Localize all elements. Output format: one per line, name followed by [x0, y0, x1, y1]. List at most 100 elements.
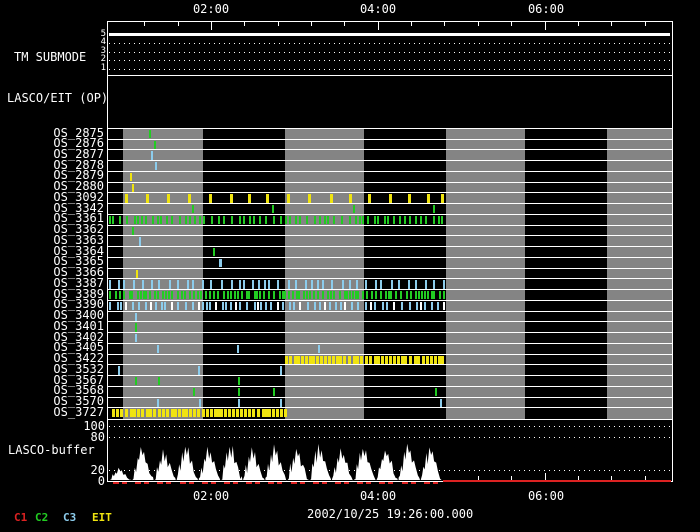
event-tick-yellow [397, 355, 401, 364]
red-activity-dash [179, 482, 186, 484]
contact-gray-band [607, 354, 672, 365]
event-tick-green [281, 291, 284, 300]
contact-gray-band [607, 408, 672, 419]
event-tick-green [149, 130, 151, 139]
event-tick-cyan [219, 258, 222, 268]
contact-gray-band [446, 268, 525, 279]
event-tick-cyan [328, 301, 331, 311]
event-tick-cyan [225, 301, 228, 311]
contact-gray-band [285, 236, 364, 247]
event-tick-green [126, 215, 129, 225]
event-tick-cyan [238, 301, 241, 311]
event-tick-green [253, 215, 256, 225]
event-tick-green [398, 215, 401, 225]
contact-gray-band [123, 129, 203, 139]
contact-gray-band [607, 236, 672, 247]
red-activity-dash [410, 482, 416, 484]
event-tick-green [193, 387, 195, 396]
buffer-burst [132, 447, 154, 481]
event-tick-green [354, 291, 357, 300]
event-tick-yellow [264, 409, 268, 418]
event-tick-green [178, 215, 181, 225]
axis-minor-tick [577, 22, 579, 26]
os-row-label: OS_3402 [53, 329, 104, 344]
red-activity-dash [423, 482, 430, 484]
event-tick-cyan [120, 301, 122, 311]
axis-minor-tick [477, 22, 479, 26]
event-tick-yellow [305, 355, 309, 364]
event-tick-green [294, 215, 297, 225]
event-tick-yellow [438, 355, 442, 364]
event-tick-green [285, 215, 288, 225]
event-tick-yellow [385, 355, 389, 364]
event-tick-green [425, 215, 428, 225]
buffer-axis-tick [544, 473, 546, 480]
event-tick-yellow [268, 409, 272, 418]
lasco-buffer-panel [107, 419, 673, 482]
contact-gray-band [446, 386, 525, 397]
event-tick-yellow [230, 194, 233, 203]
event-tick-green [352, 291, 355, 300]
event-tick-cyan [334, 301, 337, 311]
contact-gray-band [607, 139, 672, 150]
event-tick-yellow [339, 355, 343, 364]
event-tick-yellow [136, 409, 140, 418]
os-row-label: OS_3366 [53, 265, 104, 280]
os-row-label: OS_3400 [53, 308, 104, 323]
event-tick-green [144, 215, 147, 225]
os-row [108, 397, 672, 409]
event-tick-green [205, 291, 208, 300]
event-tick-yellow [205, 409, 209, 418]
event-tick-yellow [352, 355, 356, 364]
contact-gray-band [446, 333, 525, 343]
event-tick-cyan [263, 280, 266, 289]
red-activity-dash [312, 482, 319, 484]
buffer-burst [420, 447, 443, 481]
event-tick-green [123, 291, 126, 300]
buffer-gridline [109, 436, 670, 438]
event-tick-cyan [177, 280, 180, 289]
event-tick-yellow [130, 172, 132, 182]
event-tick-yellow [146, 194, 149, 203]
event-tick-yellow [252, 409, 256, 418]
axis-minor-tick [144, 22, 146, 26]
event-tick-cyan [380, 280, 383, 289]
event-tick-yellow [359, 355, 363, 364]
contact-gray-band [285, 408, 364, 419]
contact-gray-band [446, 322, 525, 333]
event-tick-yellow [188, 194, 191, 203]
red-activity-dash [144, 482, 150, 484]
os-row [108, 161, 672, 172]
red-activity-dash [113, 482, 119, 484]
contact-gray-band [446, 279, 525, 290]
event-tick-green [362, 291, 365, 300]
tm-level-gridline [109, 43, 670, 44]
os-row [108, 257, 672, 269]
event-tick-green [272, 205, 274, 214]
event-tick-yellow [244, 409, 248, 418]
event-tick-cyan [349, 280, 352, 289]
event-tick-green [435, 387, 437, 396]
event-tick-yellow [247, 409, 251, 418]
os-row [108, 376, 672, 387]
contact-gray-band [123, 343, 203, 354]
contact-gray-band [285, 343, 364, 354]
event-tick-green [297, 291, 300, 300]
event-tick-green [272, 291, 275, 300]
event-tick-green [223, 291, 226, 300]
event-tick-yellow [120, 409, 124, 418]
event-tick-yellow [266, 194, 269, 203]
contact-gray-band [607, 171, 672, 182]
event-tick-cyan [340, 301, 343, 311]
os-row-label: OS_3342 [53, 200, 104, 215]
contact-gray-band [607, 182, 672, 193]
event-tick-yellow [425, 355, 429, 364]
event-tick-green [421, 291, 424, 300]
event-tick-yellow [173, 409, 177, 418]
contact-gray-band [446, 247, 525, 257]
contact-gray-band [446, 257, 525, 268]
event-tick-green [333, 215, 336, 225]
os-row [108, 214, 672, 226]
contact-gray-band [123, 171, 203, 182]
event-tick-cyan [282, 301, 285, 311]
